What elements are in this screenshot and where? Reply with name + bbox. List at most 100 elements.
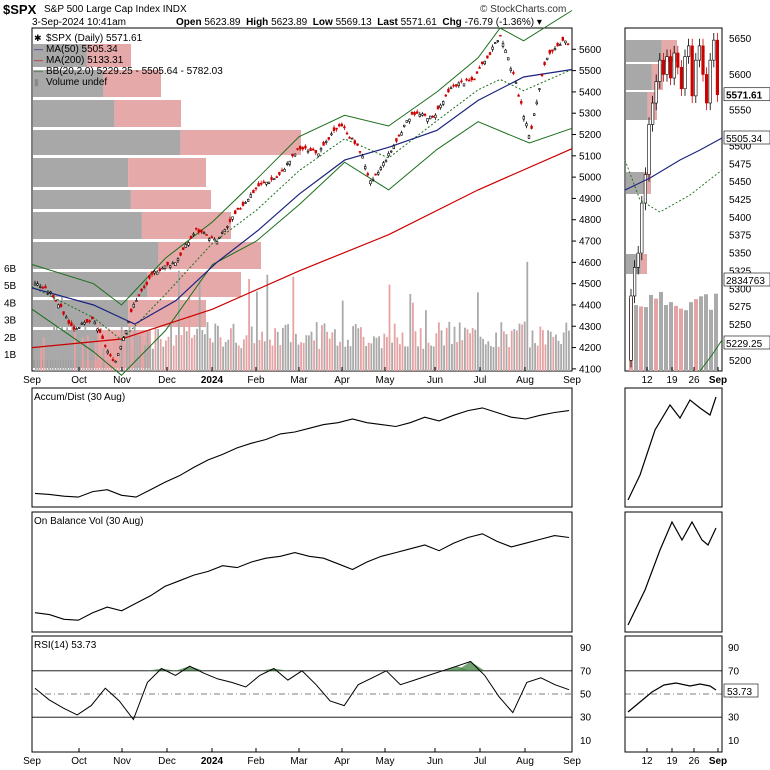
volume-bar (440, 330, 443, 371)
volume-bar (568, 330, 570, 371)
volume-by-price-bar (128, 158, 206, 187)
volume-tick-label: 6B (4, 264, 17, 275)
volume-bar (328, 338, 331, 371)
volume-bar (544, 344, 547, 371)
candle-body (418, 113, 421, 117)
rsi-x-axis-label: Sep (23, 756, 41, 767)
rsi-tick-label: 70 (580, 666, 592, 677)
candle-body (33, 282, 37, 286)
candle-body (197, 229, 200, 233)
candle-body (410, 111, 414, 115)
zoom-rsi-x-axis-label: 19 (666, 756, 678, 767)
volume-bar (386, 336, 388, 371)
volume-bar (282, 327, 284, 371)
zoom-price-x-axis-label: 12 (641, 375, 653, 386)
price-tick-label: 4200 (579, 343, 602, 354)
zoom-vbp-bar (651, 64, 663, 90)
price-tick-label: 5500 (579, 66, 602, 77)
zoom-volume-bar (659, 291, 663, 371)
open-value: 5623.89 (204, 17, 241, 28)
candle-body (322, 141, 325, 146)
volume-bar (217, 325, 219, 371)
volume-bar (175, 335, 178, 371)
volume-bar (422, 348, 425, 371)
volume-bar (521, 324, 523, 371)
candle-body (85, 319, 89, 323)
chevron-down-icon[interactable]: ▾ (536, 17, 542, 28)
candle-body (101, 335, 104, 339)
volume-bar (313, 340, 315, 371)
price-x-axis-label: Sep (23, 375, 41, 386)
volume-by-price-bar (141, 212, 231, 239)
volume-bar (308, 335, 310, 371)
rsi-zoom-tick-label: 30 (728, 713, 740, 724)
obv-label: On Balance Vol (30 Aug) (34, 516, 144, 527)
volume-bar (427, 342, 430, 371)
candle-body (501, 42, 505, 47)
candle-body (384, 160, 388, 163)
volume-bar (370, 343, 373, 371)
candle-body (397, 134, 401, 137)
volume-bar (157, 328, 159, 371)
volume-bar (289, 342, 292, 371)
last-value: 5571.61 (400, 17, 437, 28)
zoom-candle-body (690, 45, 694, 97)
volume-bar (331, 332, 334, 371)
volume-bar (404, 346, 406, 371)
volume-bar (523, 321, 526, 371)
candle-body (119, 346, 123, 350)
price-x-axis-label: Jul (474, 375, 487, 386)
price-tick-label: 5300 (579, 109, 602, 120)
candle-body (366, 173, 369, 176)
candle-body (124, 330, 128, 334)
zoom-tick-label: 5400 (729, 213, 752, 224)
volume-by-price-bar (33, 70, 104, 97)
volume-bar (432, 346, 435, 371)
zoom-tick-label: 5475 (729, 159, 752, 170)
volume-bar (399, 344, 401, 371)
volume-bar (349, 346, 352, 371)
volume-bar (89, 336, 92, 371)
candle-body (298, 145, 302, 150)
volume-bar (505, 334, 508, 371)
candle-body (221, 232, 224, 234)
price-x-axis-label: Nov (113, 375, 131, 386)
volume-bar (48, 342, 50, 371)
volume-bar (500, 322, 503, 371)
volume-bar (352, 326, 354, 371)
volume-bar (477, 292, 479, 371)
zoom-volume-bar (694, 299, 698, 371)
volume-bar (284, 324, 287, 371)
candle-body (226, 226, 229, 228)
zoom-volume-bar (704, 294, 708, 371)
volume-bar (430, 345, 432, 371)
candle-body (182, 247, 185, 250)
volume-bar (531, 330, 534, 371)
zoom-candle-body (686, 45, 691, 57)
volume-bar (185, 331, 188, 371)
candle-body (51, 295, 55, 298)
candle-body (374, 173, 377, 176)
zoom-candle-body (679, 67, 683, 90)
rsi-x-axis-label: Apr (334, 756, 350, 767)
zoom-candle-body (629, 295, 633, 361)
volume-bar (279, 345, 282, 371)
volume-bar (113, 336, 115, 371)
zoom-value-label: 2834763 (726, 276, 765, 287)
candle-body (192, 233, 195, 236)
accum-panel-frame (31, 387, 573, 508)
candle-body (428, 115, 432, 120)
candle-body (340, 123, 343, 127)
legend-bb: BB(20,2.0) 5229.25 - 5505.64 - 5782.03 (46, 66, 223, 77)
price-x-axis-label: Oct (71, 375, 87, 386)
zoom-value-label-box (723, 87, 770, 102)
volume-bar (360, 327, 362, 371)
price-tick-label: 5000 (579, 173, 602, 184)
candle-body (96, 328, 99, 332)
candle-body (179, 252, 182, 256)
candle-body (353, 140, 356, 144)
zoom-bb-lower-line (699, 339, 723, 372)
candle-body (475, 71, 479, 74)
candle-body (288, 160, 291, 165)
